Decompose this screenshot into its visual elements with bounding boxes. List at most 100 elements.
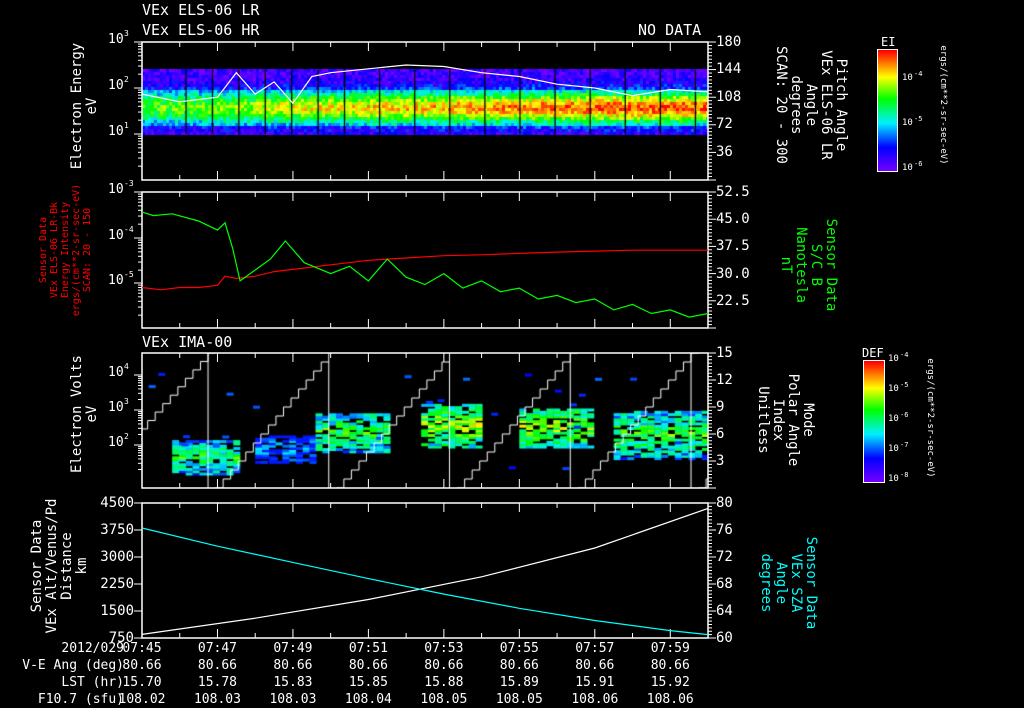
y-tick-label: 10 [108, 273, 124, 288]
x-tick-label: 80.66 [197, 658, 238, 673]
ima-spectrogram [142, 353, 708, 488]
altitude-line [141, 507, 709, 635]
x-tick-label: 80.66 [424, 658, 464, 673]
y-tick-label: 1500 [100, 603, 134, 619]
x-row-label: V-E Ang (deg) [22, 658, 124, 673]
sza-line [141, 527, 709, 636]
y-tick-exp: 2 [124, 432, 129, 441]
y-tick-label: 10 [108, 365, 124, 380]
x-tick-label: 07:57 [575, 641, 615, 656]
y-tick-label: 10 [108, 32, 124, 47]
colorbar-unit: ergs/(cm**2-sr-sec-eV) [925, 358, 935, 478]
y-tick-label: 10 [108, 228, 124, 243]
colorbar-tick: 10 [902, 73, 913, 83]
right-tick-label: 108 [716, 89, 742, 105]
x-tick-label: 108.05 [495, 692, 543, 707]
y-tick-exp: 1 [124, 121, 129, 130]
colorbar-tick: 10 [902, 118, 913, 128]
right-tick-label: 15 [716, 345, 733, 361]
y-tick-exp: -5 [124, 270, 134, 279]
x-tick-label: 07:55 [499, 641, 539, 656]
x-tick-label: 80.66 [273, 658, 313, 673]
no-data-label: NO DATA [638, 21, 702, 39]
right-tick-label: 68 [716, 576, 733, 592]
y-tick-label: 10 [108, 435, 124, 450]
right-tick-label: 3 [716, 453, 725, 469]
y-axis-title-intensity: Sensor Data VEx ELS-06 LR-Bk Energy Inte… [38, 183, 93, 317]
y-tick-label: 10 [108, 400, 124, 415]
colorbar-exp: -4 [914, 70, 923, 78]
colorbar-exp: -8 [900, 471, 909, 479]
x-tick-label: 80.66 [122, 658, 162, 673]
ima-title: VEx IMA-00 [142, 333, 233, 351]
colorbar-unit: ergs/(cm**2-sr-sec-eV) [938, 45, 948, 165]
colorbar-exp: -5 [914, 115, 923, 123]
els-spectrogram [142, 42, 708, 180]
x-tick-label: 07:51 [348, 641, 388, 656]
right-tick-label: 36 [716, 144, 733, 160]
colorbar-tick: 10 [888, 384, 899, 394]
y-tick-label: 2250 [100, 576, 134, 592]
y-tick-label: 10 [108, 124, 124, 139]
x-tick-label: 07:59 [650, 641, 690, 656]
colorbar-exp: -7 [900, 441, 909, 449]
y-tick-label: 3750 [100, 522, 134, 538]
y-tick-exp: 2 [124, 75, 129, 84]
x-tick-label: 15.78 [197, 675, 238, 690]
colorbar-tick: 10 [888, 474, 899, 484]
y-tick-label: 4500 [100, 495, 134, 511]
right-tick-label: 72 [716, 549, 733, 565]
y-tick-exp: 4 [124, 362, 129, 371]
right-tick-label: 12 [716, 372, 733, 388]
y-tick-exp: -4 [124, 225, 134, 234]
right-tick-label: 52.5 [716, 184, 750, 200]
colorbar-exp: -6 [900, 411, 909, 419]
colorbar-def [863, 360, 885, 483]
right-tick-label: 64 [716, 603, 733, 619]
right-tick-label: 22.5 [716, 293, 750, 309]
pitch-angle-line [141, 64, 709, 105]
x-tick-label: 15.92 [650, 675, 690, 690]
x-tick-label: 108.04 [344, 692, 392, 707]
y-tick-label: 10 [108, 78, 124, 93]
x-tick-label: 07:45 [122, 641, 162, 656]
y-tick-exp: 3 [124, 397, 129, 406]
right-axis-title-sza: Sensor Data VEx SZA Angle degrees [758, 536, 819, 630]
colorbar-exp: -4 [900, 351, 909, 359]
right-tick-label: 76 [716, 522, 733, 538]
y-axis-title-ima: Electron Volts eV [69, 355, 100, 474]
right-tick-label: 37.5 [716, 238, 750, 254]
x-tick-label: 80.66 [650, 658, 690, 673]
x-tick-label: 108.02 [118, 692, 166, 707]
x-tick-label: 15.85 [348, 675, 388, 690]
right-tick-label: 45.0 [716, 211, 750, 227]
colorbar-exp: -6 [914, 160, 923, 168]
x-tick-label: 108.05 [420, 692, 468, 707]
x-tick-label: 07:49 [273, 641, 313, 656]
x-tick-label: 108.06 [571, 692, 619, 707]
x-tick-label: 07:53 [424, 641, 464, 656]
right-tick-label: 30.0 [716, 266, 750, 282]
x-tick-label: 108.03 [269, 692, 317, 707]
x-tick-label: 80.66 [499, 658, 539, 673]
colorbar-tick: 10 [888, 414, 899, 424]
colorbar-tick: 10 [888, 444, 899, 454]
intensity-line [141, 249, 708, 291]
right-tick-label: 80 [716, 495, 733, 511]
right-axis-title-pitch: Pitch Angle VEx ELS-06 LR Angle degrees … [773, 45, 849, 164]
x-tick-label: 07:47 [197, 641, 238, 656]
right-axis-title-b: Sensor Data S/C B Nanotesla nT [778, 218, 839, 312]
x-tick-label: 80.66 [348, 658, 388, 673]
title-hr: VEx ELS-06 HR [142, 21, 260, 39]
y-axis-title-altitude: Sensor Data VEx Alt/Venus/Pd Distance km [29, 498, 90, 634]
y-tick-label: 10 [108, 182, 124, 197]
x-row-label: 2012/029 [61, 641, 124, 656]
colorbar-tick: 10 [888, 354, 899, 364]
right-axis-title-mode: Mode Polar Angle Index Unitless [755, 373, 816, 467]
x-tick-label: 108.03 [193, 692, 241, 707]
y-tick-exp: -3 [124, 179, 134, 188]
y-tick-label: 3000 [100, 549, 134, 565]
right-tick-label: 6 [716, 426, 725, 442]
title-lr: VEx ELS-06 LR [142, 1, 260, 19]
